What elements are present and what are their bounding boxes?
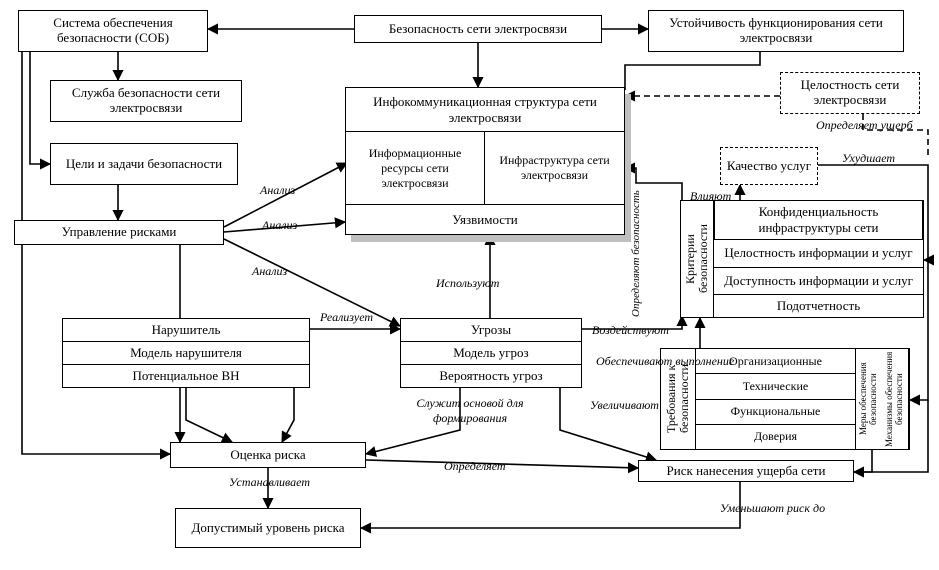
req-4: Доверия [696,424,855,449]
node-intruder: Нарушитель Модель нарушителя Потенциальн… [62,318,310,388]
node-riskmgmt: Управление рисками [14,220,224,245]
node-infra: Инфраструктура сети электросвязи [485,132,624,204]
req-2: Технические [696,373,855,398]
criteria-title: Критерии безопасности [681,201,714,317]
node-service: Служба безопасности сети электросвязи [50,80,242,122]
crit-4: Подотчетность [714,295,923,317]
lbl-detsec: Определяют безопасность [630,184,642,324]
intruder-1: Нарушитель [63,319,309,341]
req-side-1: Меры обеспечения безопасности [856,349,882,449]
edge-req-riskdmg [854,450,872,472]
threat-1: Угрозы [401,319,581,341]
lbl-use: Используют [436,276,499,291]
node-acclevel: Допустимый уровень риска [175,508,361,548]
node-integrity: Целостность сети электросвязи [780,72,920,114]
node-vuln: Уязвимости [346,204,624,234]
lbl-defdmg: Определяет ущерб [816,118,913,133]
node-sob: Система обеспечения безопасности (СОБ) [18,10,208,52]
edge-intruder-riskeval2 [282,388,294,442]
edge-riskdmg-acclevel [361,482,740,528]
node-criteria: Критерии безопасности Конфиденциальность… [680,200,924,318]
threat-3: Вероятность угроз [401,364,581,387]
crit-3: Доступность информации и услуг [714,268,923,296]
node-threat: Угрозы Модель угроз Вероятность угроз [400,318,582,388]
node-quality: Качество услуг [720,147,818,185]
lbl-ensure: Обеспечивают выполнение [596,354,734,369]
node-info-res: Информационные ресурсы сети электросвязи [346,132,485,204]
infocom-title: Инфокоммуникационная структура сети элек… [346,88,624,132]
diagram-root: { "type": "flowchart", "canvas": { "w": … [0,0,939,570]
lbl-affect: Воздействуют [592,323,669,338]
lbl-sets: Устанавливает [229,475,310,490]
edge-intruder-riskeval [186,388,232,442]
node-robust: Устойчивость функционирования сети элект… [648,10,904,52]
req-3: Функциональные [696,399,855,424]
threat-2: Модель угроз [401,341,581,364]
lbl-vliyaut: Влияют [690,189,731,204]
lbl-basis: Служит основой для формирования [400,396,540,426]
req-side-2: Механизмы обеспечения безопасности [882,349,909,449]
node-goals: Цели и задачи безопасности [50,143,238,185]
lbl-realize: Реализует [320,310,373,325]
node-infocom: Инфокоммуникационная структура сети элек… [345,87,625,235]
edge-sob-goals [30,52,50,164]
lbl-degrades: Ухудшает [842,151,895,166]
lbl-analiz1: Анализ [260,183,295,198]
intruder-3: Потенциальное ВН [63,364,309,387]
edge-robust-infocom [625,52,760,90]
lbl-reduce: Уменьшают риск до [720,501,825,516]
lbl-analiz3: Анализ [252,264,287,279]
node-riskdamage: Риск нанесения ущерба сети [638,460,854,482]
node-netsec: Безопасность сети электросвязи [354,15,602,43]
lbl-increase: Увеличивают [590,398,659,413]
node-riskeval: Оценка риска [170,442,366,468]
intruder-2: Модель нарушителя [63,341,309,364]
lbl-analiz2: Анализ [262,218,297,233]
crit-1: Конфиденциальность инфраструктуры сети [714,201,923,240]
edge-riskmgmt-threat [224,239,400,326]
crit-2: Целостность информации и услуг [714,240,923,268]
lbl-defines: Определяет [444,459,506,474]
